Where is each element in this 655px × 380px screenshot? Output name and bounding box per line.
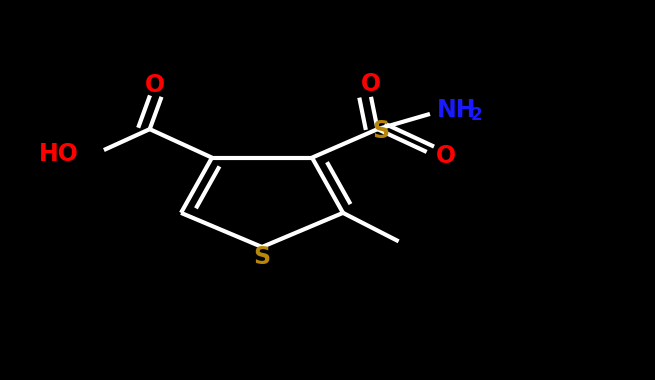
Text: O: O [145, 73, 165, 97]
Text: O: O [361, 72, 381, 96]
Text: S: S [253, 244, 271, 269]
Text: S: S [372, 119, 389, 143]
Text: O: O [436, 144, 457, 168]
Text: HO: HO [39, 142, 79, 166]
Text: 2: 2 [470, 106, 482, 124]
Text: NH: NH [436, 98, 476, 122]
